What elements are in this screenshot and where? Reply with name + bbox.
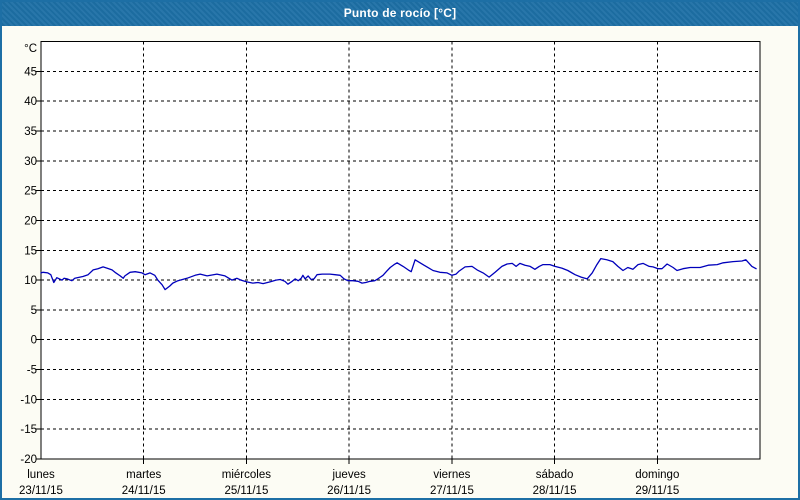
day-name-label: sábado — [536, 469, 574, 481]
y-axis-unit-label: °C — [24, 43, 37, 55]
day-name-label: lunes — [27, 469, 55, 481]
day-name-label: martes — [126, 469, 161, 481]
day-name-label: domingo — [635, 469, 679, 481]
y-tick-label: 10 — [24, 275, 37, 287]
day-date-label: 27/11/15 — [430, 485, 474, 497]
y-grid-and-ticks: 45 40 35 30 25 20 15 10 5 0 -5 -10 -15 -20 — [20, 66, 760, 466]
y-tick-label: 20 — [24, 215, 37, 227]
day-name-label: viernes — [433, 469, 470, 481]
x-grid-and-ticks: lunes 23/11/15 martes 24/11/15 miércoles 25/1… — [19, 41, 679, 497]
y-tick-label: 40 — [24, 96, 37, 108]
y-tick-label: 0 — [31, 335, 37, 347]
y-tick-label: 45 — [24, 66, 37, 78]
plot-area — [40, 41, 761, 460]
day-date-label: 28/11/15 — [533, 485, 577, 497]
day-date-label: 29/11/15 — [635, 485, 679, 497]
y-tick-label: 35 — [24, 126, 37, 138]
y-tick-label: 25 — [24, 186, 37, 198]
day-name-label: jueves — [331, 469, 365, 481]
day-date-label: 23/11/15 — [19, 485, 63, 497]
chart-title-bar: Punto de rocío [°C] — [2, 2, 798, 26]
y-tick-label: -20 — [20, 454, 37, 466]
dew-point-line — [40, 257, 757, 291]
y-tick-label: 15 — [24, 245, 37, 257]
day-name-label: miércoles — [222, 469, 271, 481]
y-tick-label: 5 — [31, 305, 37, 317]
y-tick-label: 30 — [24, 156, 37, 168]
y-tick-label: -15 — [20, 424, 37, 436]
chart-title: Punto de rocío [°C] — [343, 6, 457, 20]
y-tick-label: -10 — [20, 394, 37, 406]
day-date-label: 25/11/15 — [224, 485, 268, 497]
day-date-label: 26/11/15 — [327, 485, 371, 497]
y-tick-label: -5 — [27, 365, 37, 377]
day-date-label: 24/11/15 — [122, 485, 166, 497]
